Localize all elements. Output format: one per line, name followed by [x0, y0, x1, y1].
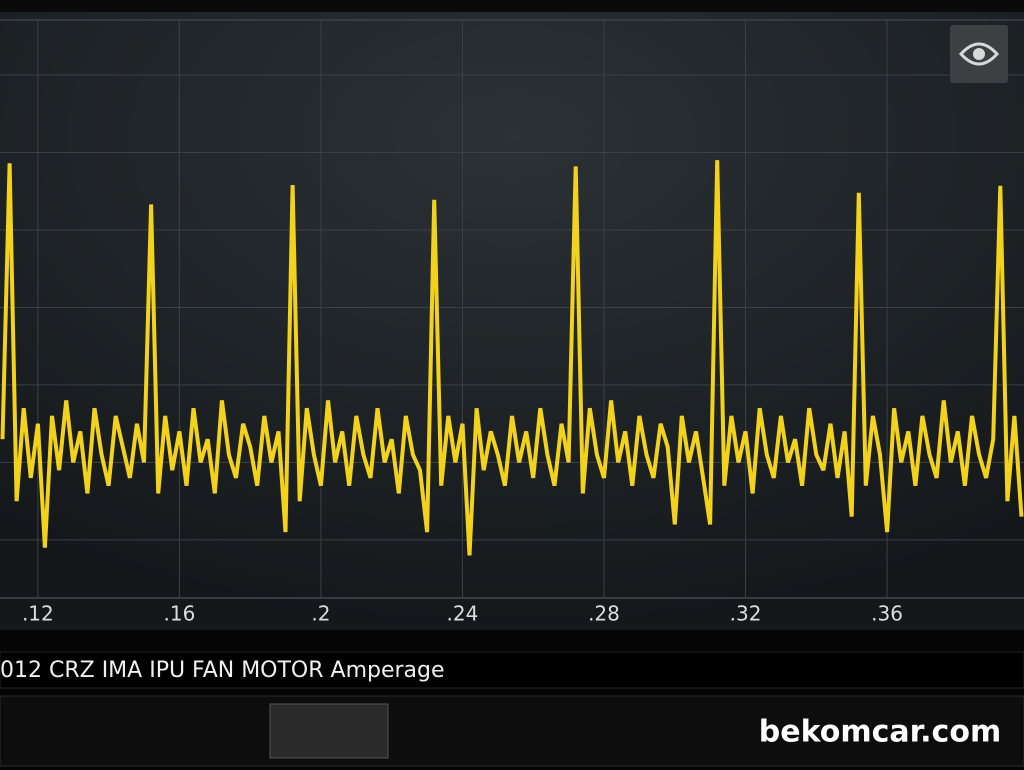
x-tick-label: .28 — [588, 602, 620, 626]
x-tick-label: .2 — [311, 602, 330, 626]
scroll-thumb[interactable] — [269, 703, 389, 759]
trace-group — [0, 160, 1024, 556]
eye-icon — [958, 42, 1000, 66]
x-tick-label: .32 — [730, 602, 762, 626]
plot-background — [0, 12, 1024, 630]
eye-pupil — [973, 48, 985, 60]
x-tick-label: .16 — [163, 602, 195, 626]
top-bar — [0, 0, 1024, 12]
channel-title: 012 CRZ IMA IPU FAN MOTOR Amperage — [0, 658, 445, 683]
x-tick-label: .36 — [871, 602, 903, 626]
watermark: bekomcar.com — [759, 715, 1001, 750]
title-bar — [0, 651, 1024, 689]
grid — [0, 20, 1024, 598]
x-axis: .12 .16 .2 .24 .28 .32 .36 — [22, 602, 903, 626]
x-tick-label: .12 — [22, 602, 54, 626]
signal-trace — [0, 160, 1024, 556]
scroll-track — [0, 695, 1024, 767]
x-tick-label: .24 — [447, 602, 479, 626]
